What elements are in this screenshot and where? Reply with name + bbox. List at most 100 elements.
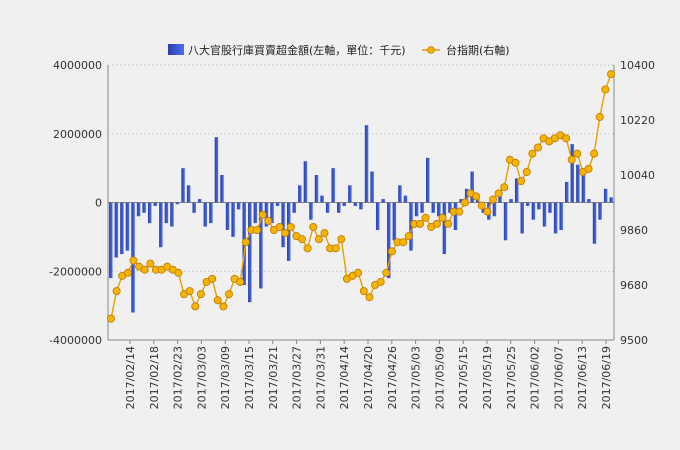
x-axis-tick-label: 2017/02/23 [172, 346, 185, 409]
bar [498, 195, 502, 203]
left-axis-tick-label: -4000000 [49, 334, 102, 347]
index-point [500, 183, 509, 192]
index-point [590, 149, 599, 158]
bar [331, 168, 335, 203]
bar [298, 185, 302, 203]
index-point [444, 219, 453, 228]
bar [236, 202, 241, 210]
index-point [185, 287, 194, 296]
bar [359, 202, 363, 210]
index-point [309, 222, 318, 231]
bar [414, 202, 419, 217]
index-point [359, 287, 368, 296]
left-axis-tick-label: 4000000 [53, 59, 102, 72]
bar [353, 202, 358, 206]
bar [587, 199, 591, 203]
index-point [483, 207, 492, 216]
index-point [365, 293, 374, 302]
x-axis-tick-label: 2017/03/15 [243, 346, 256, 409]
bar [537, 202, 541, 210]
x-axis-tick-label: 2017/04/26 [386, 346, 399, 409]
index-point [314, 235, 323, 244]
index-point [477, 201, 486, 210]
right-axis-tick-label: 9680 [620, 279, 648, 292]
legend-bar-label: 八大官股行庫買賣超金額(左軸，單位：千元) [188, 43, 406, 57]
index-point [522, 167, 531, 176]
bar [459, 199, 463, 203]
x-axis-tick-label: 2017/03/31 [314, 346, 327, 409]
bar [248, 202, 252, 303]
bar [309, 202, 313, 220]
bar [464, 188, 469, 203]
bar [325, 202, 330, 213]
right-axis-tick-label: 10400 [620, 59, 655, 72]
index-point [432, 219, 441, 228]
bar [448, 202, 452, 213]
bar [409, 202, 413, 251]
bar [581, 175, 586, 203]
index-point [281, 229, 290, 238]
index-point [123, 268, 132, 277]
x-axis-tick-label: 2017/03/09 [219, 346, 232, 409]
bar [153, 202, 157, 206]
bar [164, 202, 169, 224]
index-point [601, 85, 610, 94]
bar [320, 195, 324, 203]
index-line [110, 73, 612, 319]
index-point [404, 232, 413, 241]
bar [364, 125, 369, 203]
bar [398, 185, 402, 203]
index-point [489, 195, 498, 204]
left-axis-tick-label: 2000000 [53, 128, 102, 141]
bar [147, 202, 152, 224]
index-point [354, 268, 363, 277]
bar [225, 202, 230, 230]
bar [270, 202, 274, 224]
bar [526, 202, 530, 206]
x-axis-tick-label: 2017/06/19 [600, 346, 613, 409]
index-point [387, 247, 396, 256]
x-axis-tick-label: 2017/03/27 [291, 346, 304, 409]
index-point [376, 277, 385, 286]
index-point [219, 302, 228, 311]
index-point [511, 158, 520, 167]
index-point [208, 274, 217, 283]
bar [403, 195, 408, 203]
bar [392, 202, 397, 241]
bar [520, 202, 524, 234]
bar [203, 202, 208, 227]
bar [259, 202, 263, 289]
bar [431, 202, 436, 213]
index-point [460, 198, 469, 207]
x-axis-tick-label: 2017/06/13 [576, 346, 589, 409]
bar [548, 202, 552, 213]
bar [142, 202, 146, 213]
bar [220, 175, 224, 203]
bar [170, 202, 174, 227]
x-axis-tick-label: 2017/05/03 [410, 346, 423, 409]
bar [337, 202, 341, 213]
left-axis-tick-label: 0 [95, 197, 102, 210]
index-point [421, 213, 430, 222]
bar [253, 202, 258, 224]
bar [381, 199, 385, 203]
x-axis-tick-label: 2017/04/20 [362, 346, 375, 409]
bar [570, 144, 575, 203]
right-axis-tick-label: 9860 [620, 224, 648, 237]
bar [592, 202, 597, 244]
x-axis-tick-label: 2017/06/07 [552, 346, 565, 409]
index-point [107, 314, 116, 323]
bar [214, 137, 219, 203]
index-point [573, 149, 582, 158]
bar [470, 171, 474, 203]
index-point [140, 265, 149, 274]
bar [209, 202, 213, 224]
bar [476, 199, 480, 203]
legend-line-marker [427, 46, 435, 54]
bar [603, 188, 608, 203]
index-point [286, 222, 295, 231]
index-point [438, 213, 447, 222]
bar [426, 157, 430, 203]
bar [576, 164, 580, 203]
